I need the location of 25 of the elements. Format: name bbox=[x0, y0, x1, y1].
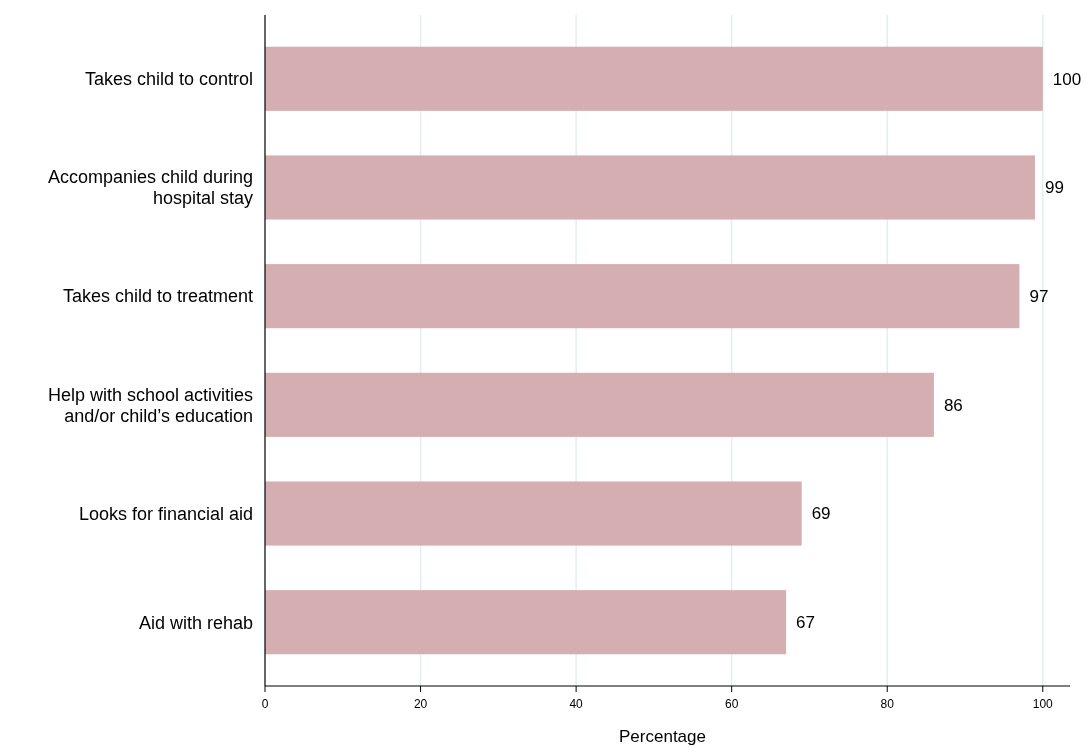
bar bbox=[265, 264, 1020, 329]
x-tick-label: 0 bbox=[261, 697, 269, 711]
data-label: 69 bbox=[811, 504, 831, 524]
x-tick-label: 20 bbox=[413, 697, 428, 711]
y-tick-label: Aid with rehab bbox=[138, 612, 253, 633]
x-tick-label: 100 bbox=[1032, 697, 1054, 711]
x-tick-label: 60 bbox=[724, 697, 739, 711]
bar bbox=[265, 372, 934, 437]
bar bbox=[265, 46, 1043, 111]
y-tick-label: Takes child to control bbox=[84, 69, 253, 90]
data-label: 100 bbox=[1052, 69, 1082, 89]
bar bbox=[265, 481, 802, 546]
data-label: 86 bbox=[943, 395, 963, 415]
bar bbox=[265, 590, 787, 655]
y-tick-label: Looks for financial aid bbox=[78, 503, 253, 524]
x-tick-label: 40 bbox=[569, 697, 584, 711]
bar bbox=[265, 155, 1035, 220]
data-label: 67 bbox=[796, 613, 816, 633]
y-tick-label: Accompanies child during hospital stay bbox=[47, 167, 253, 209]
x-tick-label: 80 bbox=[880, 697, 895, 711]
y-tick-label: Takes child to treatment bbox=[62, 286, 253, 307]
x-axis-title: Percentage bbox=[619, 727, 706, 746]
y-tick-label: Help with school activities and/or child’s education bbox=[47, 384, 253, 426]
data-label: 97 bbox=[1029, 287, 1049, 307]
data-label: 99 bbox=[1045, 178, 1064, 198]
